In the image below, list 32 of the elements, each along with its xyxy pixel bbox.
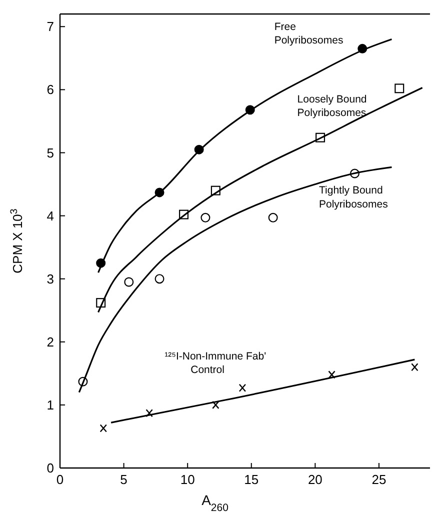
x-tick-label: 20	[308, 472, 322, 487]
series-label: Tightly Bound Polyribosomes	[319, 184, 388, 210]
y-tick-label: 2	[46, 334, 54, 350]
point	[238, 384, 246, 392]
point	[146, 409, 153, 418]
point	[394, 84, 404, 94]
point	[124, 277, 134, 287]
x-axis-title: A$_{260}$	[202, 492, 229, 514]
text: Loosely Bound Polyribosomes	[297, 93, 367, 119]
x-tick-label: 15	[244, 472, 259, 487]
point	[328, 370, 336, 379]
point	[411, 363, 418, 372]
y-tick-label: 5	[46, 145, 54, 160]
y-tick-label: 6	[46, 82, 54, 98]
x-tick-label: 25	[372, 472, 386, 487]
y-tick-label: 4	[46, 208, 54, 224]
point	[200, 212, 210, 222]
y-tick-label: 1	[46, 397, 54, 412]
point	[268, 212, 278, 222]
text: ¹²⁵I-Non-Immune Fab' Control	[164, 350, 266, 376]
x-tick-label: 0	[56, 472, 64, 487]
x-tick-label: 5	[120, 472, 128, 487]
point	[100, 424, 107, 432]
y-tick-label: 3	[46, 271, 54, 286]
line-series	[78, 166, 393, 394]
series-label: Free Polyribosomes	[274, 20, 344, 46]
point	[212, 400, 220, 410]
y-tick-label: 0	[46, 460, 54, 476]
y-tick-label: 7	[46, 19, 54, 34]
line-series	[97, 86, 424, 314]
point	[154, 274, 164, 284]
x-tick-label: 10	[180, 472, 195, 487]
